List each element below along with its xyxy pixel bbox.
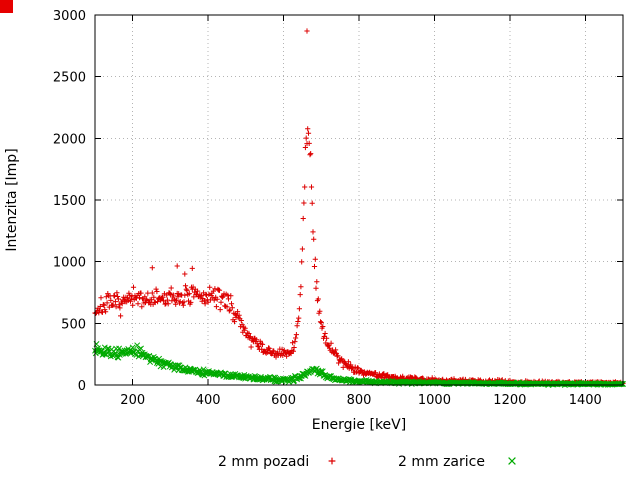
x-tick-label: 1400 xyxy=(569,393,602,408)
tick-labels: 200 400 600 800 1000 1200 1400 0 500 1000 1500 2000… xyxy=(53,9,602,408)
legend: 2 mm pozadi 2 mm zarice xyxy=(218,454,516,470)
x-tick-label: 400 xyxy=(196,393,221,408)
x-tick-label: 1000 xyxy=(418,393,451,408)
red-corner-artifact xyxy=(0,0,13,13)
x-tick-label: 1200 xyxy=(493,393,526,408)
x-tick-label: 600 xyxy=(271,393,296,408)
x-tick-label: 200 xyxy=(120,393,145,408)
legend-label-zarice: 2 mm zarice xyxy=(398,454,485,470)
y-tick-label: 1500 xyxy=(53,194,86,209)
legend-plus-marker-icon xyxy=(328,457,336,465)
y-tick-label: 1000 xyxy=(53,256,86,271)
plot-border xyxy=(94,14,624,386)
x-axis-label: Energie [keV] xyxy=(312,417,406,433)
y-tick-label: 2000 xyxy=(53,132,86,147)
plot-area: 200 400 600 800 1000 1200 1400 0 500 1000 1500 2000… xyxy=(53,9,626,408)
y-tick-label: 500 xyxy=(61,317,86,332)
y-tick-label: 0 xyxy=(78,379,86,394)
y-axis-label: Intenzita [Imp] xyxy=(4,148,20,251)
y-tick-label: 3000 xyxy=(53,9,86,24)
gridlines xyxy=(95,14,623,386)
legend-label-pozadi: 2 mm pozadi xyxy=(218,454,309,470)
legend-cross-marker-icon xyxy=(508,457,516,465)
y-tick-label: 2500 xyxy=(53,71,86,86)
x-tick-label: 800 xyxy=(347,393,372,408)
